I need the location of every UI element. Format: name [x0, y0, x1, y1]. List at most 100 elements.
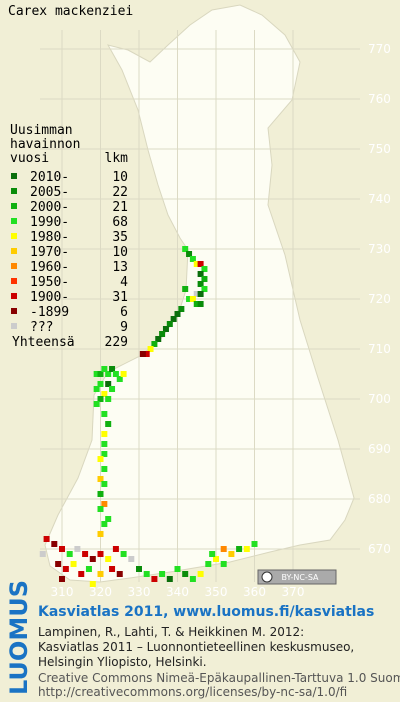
legend-count: 10 — [112, 170, 128, 185]
legend-total-label: Yhteensä — [12, 335, 75, 350]
occupied-cell — [193, 261, 200, 267]
occupied-cell — [97, 476, 104, 482]
occupied-cell — [178, 306, 185, 312]
occupied-cell — [43, 536, 50, 542]
occupied-cell — [189, 576, 196, 582]
occupied-cell — [112, 546, 119, 552]
x-tick-label: 320 — [89, 585, 112, 599]
occupied-cell — [170, 316, 177, 322]
license-line: Creative Commons Nimeä-Epäkaupallinen-Ta… — [38, 671, 400, 685]
occupied-cell — [186, 251, 193, 257]
y-tick-label: 760 — [368, 92, 391, 106]
occupied-cell — [101, 366, 108, 372]
occupied-cell — [105, 556, 112, 562]
occupied-cell — [39, 551, 46, 557]
legend-count: 6 — [120, 305, 128, 320]
occupied-cell — [112, 371, 119, 377]
occupied-cell — [101, 521, 108, 527]
cc-badge: BY-NC-SA — [257, 569, 337, 585]
occupied-cell — [116, 376, 123, 382]
occupied-cell — [105, 396, 112, 402]
legend-count: 31 — [112, 290, 128, 305]
legend-label: 1950- — [30, 275, 69, 290]
x-tick-label: 330 — [128, 585, 151, 599]
occupied-cell — [97, 456, 104, 462]
occupied-cell — [101, 481, 108, 487]
title: Carex mackenziei — [8, 4, 133, 19]
y-tick-label: 680 — [368, 492, 391, 506]
license-line: http://creativecommons.org/licenses/by-n… — [38, 685, 347, 699]
occupied-cell — [105, 371, 112, 377]
occupied-cell — [116, 571, 123, 577]
occupied-cell — [78, 571, 85, 577]
occupied-cell — [97, 491, 104, 497]
occupied-cell — [197, 281, 204, 287]
occupied-cell — [213, 556, 219, 562]
occupied-cell — [97, 381, 104, 387]
occupied-cell — [159, 331, 166, 337]
footer: Lampinen, R., Lahti, T. & Heikkinen M. 2… — [38, 625, 400, 699]
occupied-cell — [136, 566, 142, 572]
occupied-cell — [182, 571, 189, 577]
occupied-cell — [128, 556, 135, 562]
legend-label: ??? — [30, 320, 53, 335]
occupied-cell — [243, 546, 250, 552]
occupied-cell — [101, 431, 108, 437]
x-tick-label: 310 — [51, 585, 74, 599]
occupied-cell — [174, 566, 181, 572]
occupied-cell — [193, 301, 200, 307]
occupied-cell — [201, 276, 208, 282]
logo: LUOMUS — [5, 580, 33, 695]
y-tick-label: 740 — [368, 192, 391, 206]
occupied-cell — [201, 286, 208, 292]
occupied-cell — [205, 561, 212, 567]
occupied-cell — [97, 571, 104, 577]
occupied-cell — [151, 576, 158, 582]
occupied-cell — [89, 556, 96, 562]
occupied-cell — [109, 566, 116, 572]
occupied-cell — [120, 371, 127, 377]
occupied-cell — [189, 296, 196, 302]
occupied-cell — [93, 371, 100, 377]
occupied-cell — [59, 546, 65, 552]
occupied-cell — [197, 571, 204, 577]
badge-text: BY-NC-SA — [281, 573, 319, 582]
occupied-cell — [101, 441, 108, 447]
y-tick-label: 720 — [368, 292, 391, 306]
occupied-cell — [220, 561, 227, 567]
grid: 310 320 330 340 350 360 370 670 680 690 700 710 720 7… — [40, 30, 391, 599]
occupied-cell — [236, 546, 243, 552]
legend-count: 68 — [112, 215, 128, 230]
occupied-cell — [101, 466, 108, 472]
occupied-cell — [97, 396, 104, 402]
legend-heading: Uusimman — [10, 123, 73, 138]
occupied-cell — [251, 541, 258, 547]
legend-heading: havainnon — [10, 137, 80, 152]
occupied-cell — [101, 411, 108, 417]
occupied-cell — [228, 551, 235, 557]
x-tick-label: 360 — [243, 585, 266, 599]
legend-swatch — [11, 293, 17, 299]
legend-count: 10 — [112, 245, 128, 260]
legend-count: 35 — [112, 230, 128, 245]
y-tick-label: 700 — [368, 392, 391, 406]
legend-swatch — [11, 218, 17, 224]
occupied-cell — [105, 381, 112, 387]
occupied-cell — [155, 336, 162, 342]
occupied-cell — [66, 551, 73, 557]
occupied-cell — [209, 551, 216, 557]
legend-count: 21 — [112, 200, 128, 215]
legend-label: 1980- — [30, 230, 69, 245]
occupied-cell — [101, 451, 108, 457]
legend-swatch — [11, 233, 17, 239]
occupied-cell — [182, 246, 189, 252]
occupied-cell — [220, 546, 227, 552]
y-tick-label: 750 — [368, 142, 391, 156]
y-tick-label: 690 — [368, 442, 391, 456]
legend-swatch — [11, 278, 17, 284]
legend-swatch — [11, 173, 17, 179]
legend-count: 13 — [112, 260, 128, 275]
citation-line: Kasviatlas 2011 – Luonnontieteellinen ke… — [38, 640, 354, 654]
